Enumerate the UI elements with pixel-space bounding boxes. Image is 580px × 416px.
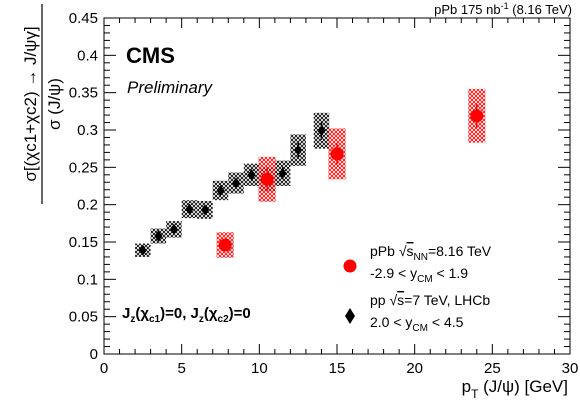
x-tick-label: 30 [562, 360, 579, 377]
data-markers [138, 109, 484, 256]
experiment-label: CMS [126, 43, 175, 68]
ppb-point [330, 147, 344, 161]
pp-point [154, 230, 163, 242]
legend-ppb-line2: -2.9 < yCM < 1.9 [370, 265, 468, 285]
pp-point [278, 167, 287, 179]
y-tick-label: 0.45 [69, 10, 98, 27]
ppb-point [470, 109, 484, 123]
y-tick-label: 0 [90, 346, 98, 363]
plot-frame [103, 17, 571, 355]
legend-marker-ppb [343, 259, 357, 273]
x-tick-label: 20 [406, 360, 423, 377]
y-axis-denominator: σ (J/ψ) [45, 78, 64, 130]
legend-pp-line2: 2.0 < yCM < 4.5 [370, 314, 464, 334]
legend: pPb √sNN=8.16 TeV -2.9 < yCM < 1.9 pp √s… [343, 243, 492, 334]
ppb-point [260, 172, 274, 186]
pp-point [200, 204, 209, 216]
status-label: Preliminary [127, 78, 214, 97]
x-tick-labels: 0 5 10 15 20 25 30 [100, 360, 579, 377]
ppb-point [218, 238, 232, 252]
pp-point [247, 169, 256, 181]
jz-annotation: Jz(χc1)=0, Jz(χc2)=0 [122, 305, 251, 325]
pp-point [185, 203, 194, 215]
y-tick-label: 0.2 [77, 197, 98, 214]
lumi-label: pPb 175 nb-1 (8.16 TeV) [434, 1, 572, 17]
x-axis-label: pT (J/ψ) [GeV] [462, 377, 568, 401]
pp-point [216, 184, 225, 196]
x-tick-label: 25 [484, 360, 501, 377]
x-tick-label: 0 [100, 360, 108, 377]
y-tick-label: 0.1 [77, 271, 98, 288]
y-axis-numerator: σ[(χc1+χc2) → J/ψγ] [21, 26, 40, 181]
axis-ticks [103, 17, 571, 355]
pp-point [294, 144, 303, 156]
systematic-boxes [135, 88, 486, 258]
y-tick-label: 0.05 [69, 309, 98, 326]
y-tick-label: 0.3 [77, 122, 98, 139]
x-tick-label: 5 [177, 360, 185, 377]
y-axis-label: σ[(χc1+χc2) → J/ψγ] σ (J/ψ) [21, 4, 64, 204]
y-tick-label: 0.4 [77, 47, 98, 64]
y-tick-labels: 0 0.05 0.1 0.15 0.2 0.25 0.3 0.35 0.4 0.45 [69, 10, 98, 363]
legend-marker-pp [345, 308, 355, 324]
y-tick-label: 0.15 [69, 234, 98, 251]
y-tick-label: 0.25 [69, 159, 98, 176]
pp-point [232, 177, 241, 189]
x-tick-label: 10 [251, 360, 268, 377]
pp-point [169, 223, 178, 235]
statistical-error-bars [142, 103, 478, 254]
pp-point [138, 244, 147, 256]
pp-point [317, 125, 326, 137]
legend-ppb-line1: pPb √sNN=8.16 TeV [370, 243, 492, 263]
y-tick-label: 0.35 [69, 85, 98, 102]
legend-pp-line1: pp √s=7 TeV, LHCb [370, 292, 490, 308]
x-tick-label: 15 [329, 360, 346, 377]
